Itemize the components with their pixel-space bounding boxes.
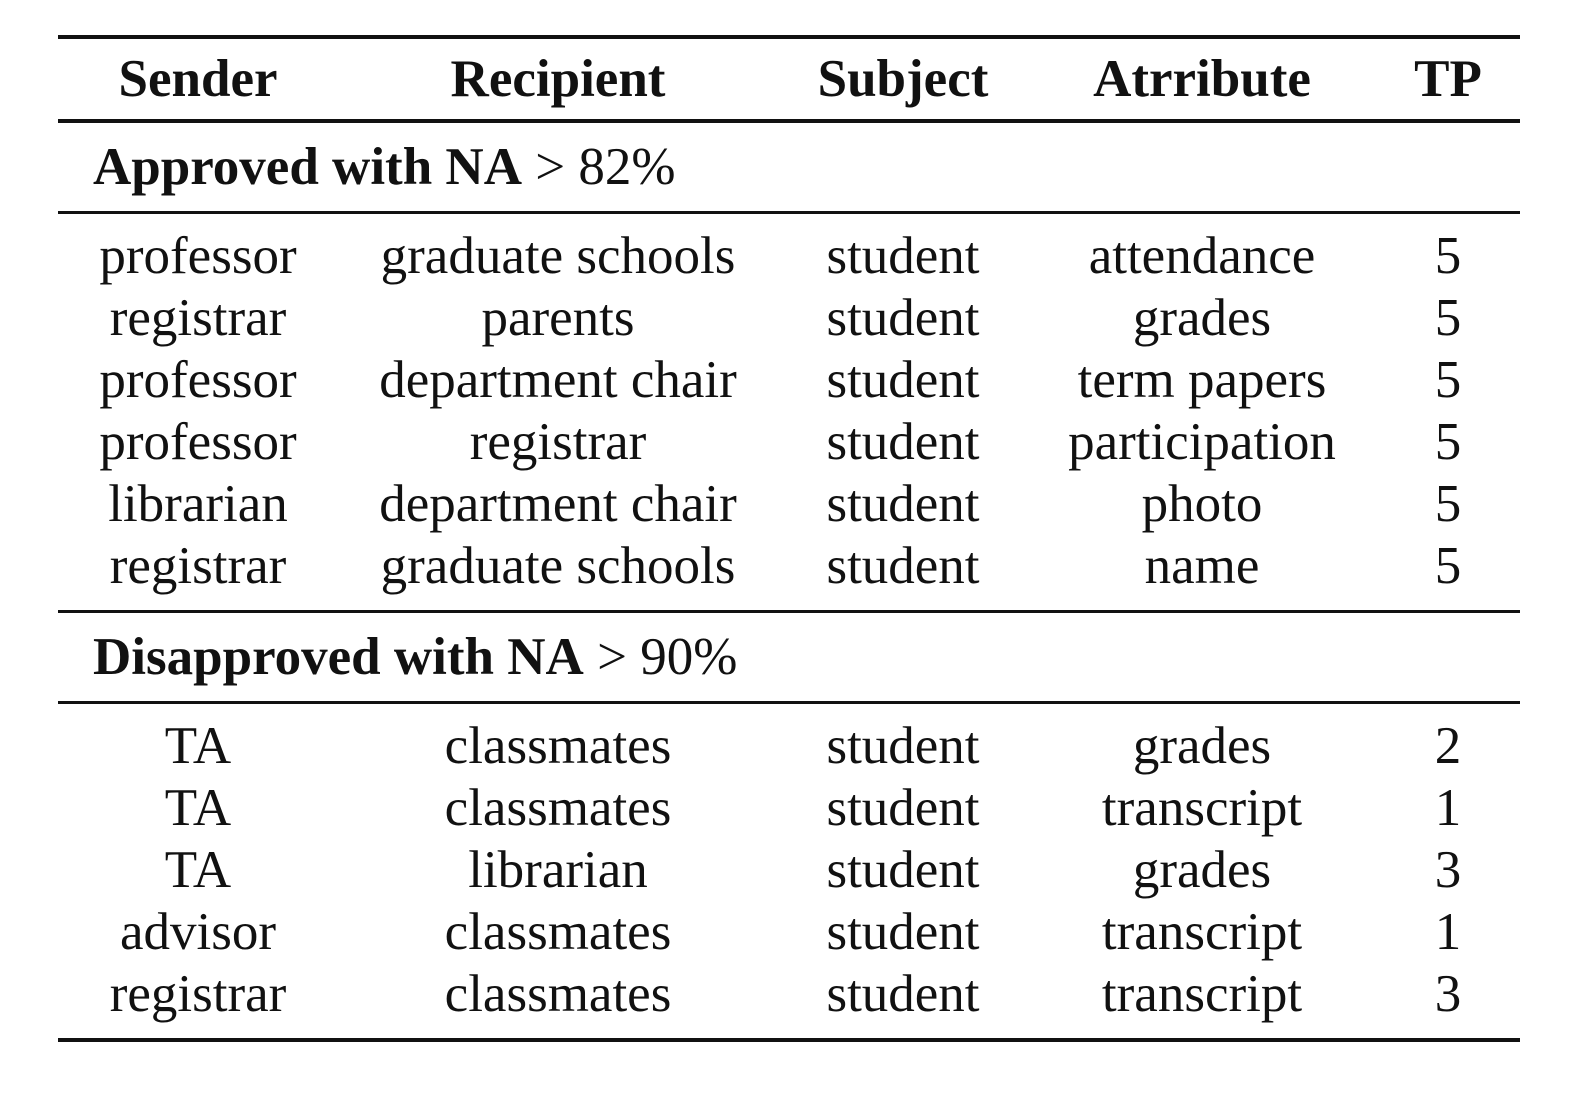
cell-attribute: participation: [1068, 413, 1336, 471]
cell-sender: professor: [99, 351, 297, 409]
cell-attribute: grades: [1132, 841, 1272, 899]
cell-sender: professor: [99, 227, 297, 285]
header-sender: Sender: [118, 50, 278, 108]
cell-recipient: classmates: [444, 779, 672, 837]
cell-recipient: department chair: [379, 351, 737, 409]
header-subject: Subject: [817, 50, 989, 108]
cell-sender: registrar: [109, 965, 287, 1023]
header-tp: TP: [1414, 50, 1482, 108]
table-row: TA classmates student transcript 1: [58, 777, 1520, 839]
cell-attribute: grades: [1132, 289, 1272, 347]
cell-attribute: photo: [1141, 475, 1263, 533]
table-row: professor department chair student term pap…: [58, 349, 1520, 411]
table-row: registrar graduate schools student name 5: [58, 535, 1520, 597]
cell-subject: student: [826, 965, 980, 1023]
cell-sender: registrar: [109, 537, 287, 595]
cell-tp: 3: [1434, 841, 1462, 899]
cell-sender: TA: [164, 717, 232, 775]
cell-sender: TA: [164, 779, 232, 837]
cell-sender: librarian: [108, 475, 288, 533]
cell-sender: TA: [164, 841, 232, 899]
cell-attribute: attendance: [1088, 227, 1316, 285]
cell-subject: student: [826, 289, 980, 347]
table-body: Approved with NA > 82% professor graduate …: [58, 123, 1520, 1038]
cell-attribute: grades: [1132, 717, 1272, 775]
table-row: librarian department chair student photo 5: [58, 473, 1520, 535]
table-row: registrar classmates student transcript 3: [58, 963, 1520, 1025]
top-rule: [58, 35, 1520, 39]
cell-attribute: transcript: [1101, 903, 1303, 961]
cell-subject: student: [826, 537, 980, 595]
cell-recipient: parents: [481, 289, 635, 347]
cell-tp: 5: [1434, 289, 1462, 347]
section-divider: [58, 610, 1520, 613]
header-recipient: Recipient: [450, 50, 666, 108]
cell-subject: student: [826, 779, 980, 837]
results-table: Sender Recipient Subject Atrribute TP Ap…: [58, 35, 1520, 1042]
cell-sender: advisor: [119, 903, 277, 961]
cell-attribute: name: [1144, 537, 1260, 595]
cell-subject: student: [826, 475, 980, 533]
cell-recipient: registrar: [469, 413, 647, 471]
cell-recipient: classmates: [444, 717, 672, 775]
cell-attribute: transcript: [1101, 965, 1303, 1023]
section-threshold: > 82%: [535, 138, 676, 196]
cell-subject: student: [826, 351, 980, 409]
cell-sender: registrar: [109, 289, 287, 347]
cell-tp: 1: [1434, 779, 1462, 837]
section-title: Disapproved with NA > 90%: [58, 627, 737, 687]
cell-tp: 5: [1434, 537, 1462, 595]
cell-tp: 5: [1434, 227, 1462, 285]
table-row: TA librarian student grades 3: [58, 839, 1520, 901]
cell-sender: professor: [99, 413, 297, 471]
section-label: Disapproved with NA: [93, 628, 584, 686]
table-row: advisor classmates student transcript 1: [58, 901, 1520, 963]
cell-recipient: classmates: [444, 903, 672, 961]
cell-tp: 1: [1434, 903, 1462, 961]
cell-attribute: transcript: [1101, 779, 1303, 837]
table-row: professor graduate schools student attendan…: [58, 225, 1520, 287]
cell-recipient: graduate schools: [380, 537, 736, 595]
section-label: Approved with NA: [93, 138, 522, 196]
header-attribute: Atrribute: [1093, 50, 1311, 108]
cell-recipient: department chair: [379, 475, 737, 533]
cell-subject: student: [826, 413, 980, 471]
section-title-row: Disapproved with NA > 90%: [58, 613, 1520, 701]
cell-recipient: librarian: [468, 841, 648, 899]
bottom-rule: [58, 1038, 1520, 1042]
section-rows: TA classmates student grades 2 TA classmates st…: [58, 704, 1520, 1038]
section-rows: professor graduate schools student attendan…: [58, 214, 1520, 610]
cell-recipient: classmates: [444, 965, 672, 1023]
section-rule: [58, 211, 1520, 214]
table-row: registrar parents student grades 5: [58, 287, 1520, 349]
section-title: Approved with NA > 82%: [58, 137, 676, 197]
section-threshold: > 90%: [597, 628, 738, 686]
section-title-row: Approved with NA > 82%: [58, 123, 1520, 211]
cell-subject: student: [826, 903, 980, 961]
table-header: Sender Recipient Subject Atrribute TP: [58, 39, 1520, 119]
table-row: TA classmates student grades 2: [58, 715, 1520, 777]
cell-tp: 2: [1434, 717, 1462, 775]
cell-tp: 5: [1434, 351, 1462, 409]
cell-subject: student: [826, 717, 980, 775]
cell-recipient: graduate schools: [380, 227, 736, 285]
cell-subject: student: [826, 841, 980, 899]
cell-tp: 5: [1434, 475, 1462, 533]
cell-tp: 5: [1434, 413, 1462, 471]
header-rule: [58, 119, 1520, 123]
cell-tp: 3: [1434, 965, 1462, 1023]
table-row: professor registrar student participation 5: [58, 411, 1520, 473]
cell-attribute: term papers: [1077, 351, 1327, 409]
cell-subject: student: [826, 227, 980, 285]
section-rule: [58, 701, 1520, 704]
